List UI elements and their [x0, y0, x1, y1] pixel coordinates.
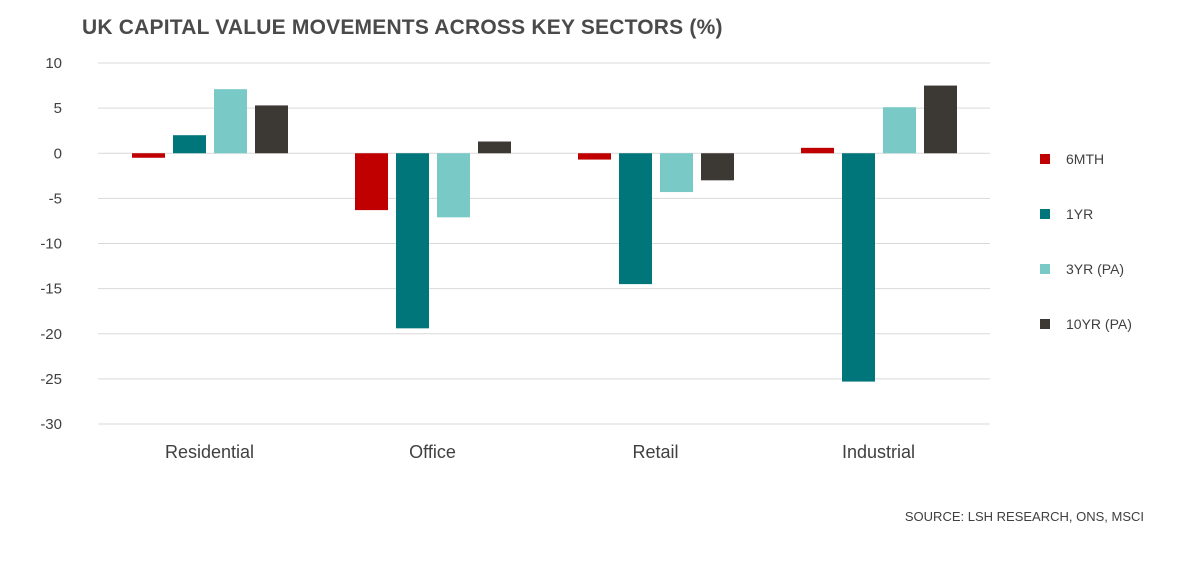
category-label: Residential — [165, 442, 254, 462]
bar-residential-1yr — [173, 135, 206, 154]
legend-label: 10YR (PA) — [1066, 316, 1132, 332]
legend-swatch — [1040, 154, 1050, 164]
bars — [132, 85, 957, 382]
category-label: Industrial — [842, 442, 915, 462]
legend-swatch — [1040, 209, 1050, 219]
y-tick-label: -15 — [40, 281, 62, 298]
y-tick-label: -25 — [40, 371, 62, 388]
category-label: Office — [409, 442, 456, 462]
bar-office-10yr-pa — [478, 141, 511, 154]
bar-retail-3yr-pa — [660, 153, 693, 193]
bar-industrial-6mth — [801, 147, 834, 154]
bar-residential-6mth — [132, 153, 165, 158]
bar-retail-6mth — [578, 153, 611, 160]
bar-office-3yr-pa — [437, 153, 470, 218]
y-tick-label: 0 — [54, 145, 62, 162]
gridlines — [98, 62, 990, 425]
legend-swatch — [1040, 319, 1050, 329]
bar-office-1yr — [396, 153, 429, 329]
chart-title: UK CAPITAL VALUE MOVEMENTS ACROSS KEY SE… — [82, 16, 723, 39]
y-tick-label: 10 — [45, 55, 62, 72]
bar-retail-1yr — [619, 153, 652, 285]
y-tick-label: 5 — [54, 100, 62, 117]
legend-label: 3YR (PA) — [1066, 261, 1124, 277]
y-tick-label: -10 — [40, 236, 62, 253]
bar-industrial-3yr-pa — [883, 107, 916, 154]
bar-residential-3yr-pa — [214, 89, 247, 154]
y-tick-label: -20 — [40, 326, 62, 343]
source-note: SOURCE: LSH RESEARCH, ONS, MSCI — [904, 509, 1144, 524]
category-labels: Residential Office Retail Industrial — [165, 442, 915, 462]
bar-industrial-10yr-pa — [924, 85, 957, 154]
legend-swatch — [1040, 264, 1050, 274]
bar-residential-10yr-pa — [255, 105, 288, 154]
bar-office-6mth — [355, 153, 388, 211]
y-axis-ticks: 10 5 0 -5 -10 -15 -20 -25 -30 — [40, 55, 62, 433]
legend-label: 6MTH — [1066, 151, 1104, 167]
legend: 6MTH 1YR 3YR (PA) 10YR (PA) — [1040, 151, 1132, 332]
y-tick-label: -30 — [40, 416, 62, 433]
bar-industrial-1yr — [842, 153, 875, 382]
category-label: Retail — [632, 442, 678, 462]
bar-retail-10yr-pa — [701, 153, 734, 181]
legend-label: 1YR — [1066, 206, 1093, 222]
y-tick-label: -5 — [49, 190, 62, 207]
